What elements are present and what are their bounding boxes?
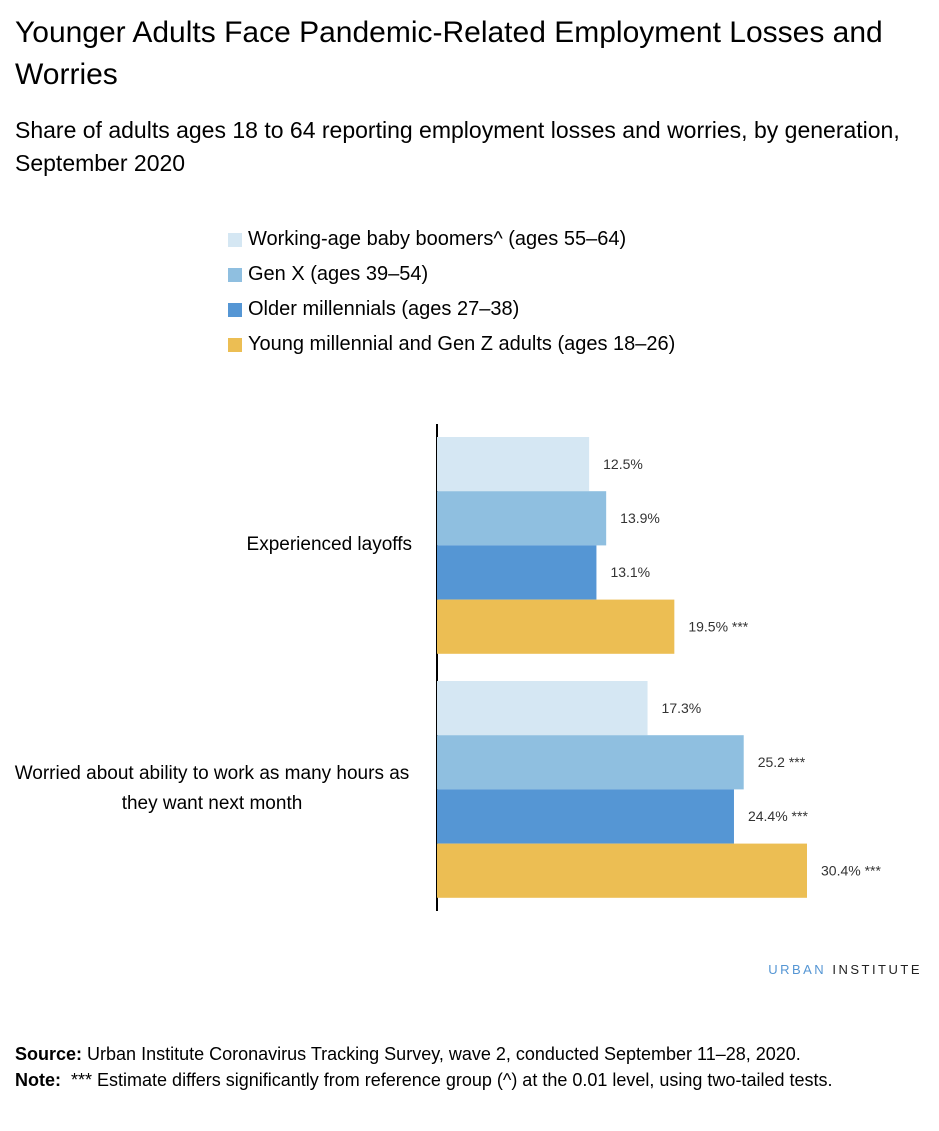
- bar: [437, 545, 597, 600]
- legend-swatch: [228, 302, 242, 317]
- note-text: *** Estimate differs significantly from …: [71, 1070, 833, 1090]
- brand-first: URBAN: [768, 962, 827, 977]
- footnotes: Source: Urban Institute Coronavirus Trac…: [15, 1041, 930, 1093]
- chart-title: Younger Adults Face Pandemic-Related Emp…: [15, 16, 883, 91]
- legend-item: Gen X (ages 39–54): [228, 257, 675, 292]
- source: Source: Urban Institute Coronavirus Trac…: [15, 1041, 930, 1067]
- bar: [437, 735, 744, 790]
- legend-label: Young millennial and Gen Z adults (ages …: [248, 333, 676, 355]
- bar: [437, 681, 648, 736]
- legend-swatch: [228, 337, 242, 352]
- source-label: Source:: [15, 1044, 83, 1064]
- legend-swatch: [228, 232, 242, 247]
- brand: URBAN INSTITUTE: [768, 962, 922, 977]
- note-label: Note:: [15, 1070, 61, 1090]
- bar: [437, 437, 590, 492]
- value-label: 30.4% ***: [821, 862, 881, 878]
- source-text: Urban Institute Coronavirus Tracking Sur…: [87, 1044, 801, 1064]
- bar: [437, 789, 734, 844]
- chart-subtitle: Share of adults ages 18 to 64 reporting …: [15, 117, 900, 176]
- legend-item: Young millennial and Gen Z adults (ages …: [228, 327, 675, 362]
- value-label: 24.4% ***: [748, 808, 808, 824]
- value-label: 13.1%: [610, 564, 650, 580]
- legend: Working-age baby boomers^ (ages 55–64) Ge…: [228, 222, 675, 362]
- category-label: Experienced layoffs: [246, 534, 412, 556]
- bar: [437, 843, 807, 898]
- legend-label: Older millennials (ages 27–38): [248, 298, 520, 320]
- bar: [437, 491, 607, 546]
- legend-item: Older millennials (ages 27–38): [228, 292, 675, 327]
- category-label-box: Worried about ability to work as many ho…: [12, 759, 412, 819]
- bar: [437, 599, 675, 654]
- value-label: 25.2 ***: [758, 754, 806, 770]
- brand-second: INSTITUTE: [832, 962, 922, 977]
- legend-label: Working-age baby boomers^ (ages 55–64): [248, 228, 627, 250]
- note: Note: *** Estimate differs significantly…: [15, 1067, 930, 1093]
- category-label: Worried about ability to work as many ho…: [14, 763, 410, 815]
- value-label: 19.5% ***: [688, 618, 748, 634]
- category-label-box: Experienced layoffs: [12, 530, 412, 560]
- legend-label: Gen X (ages 39–54): [248, 263, 429, 285]
- value-label: 12.5%: [603, 456, 643, 472]
- chart: 12.5% 13.9% 13.1% 19.5% *** 17.3% 25.2 *** 24.…: [436, 424, 881, 911]
- value-label: 13.9%: [620, 510, 660, 526]
- legend-swatch: [228, 267, 242, 282]
- legend-item: Working-age baby boomers^ (ages 55–64): [228, 222, 675, 257]
- value-label: 17.3%: [662, 700, 702, 716]
